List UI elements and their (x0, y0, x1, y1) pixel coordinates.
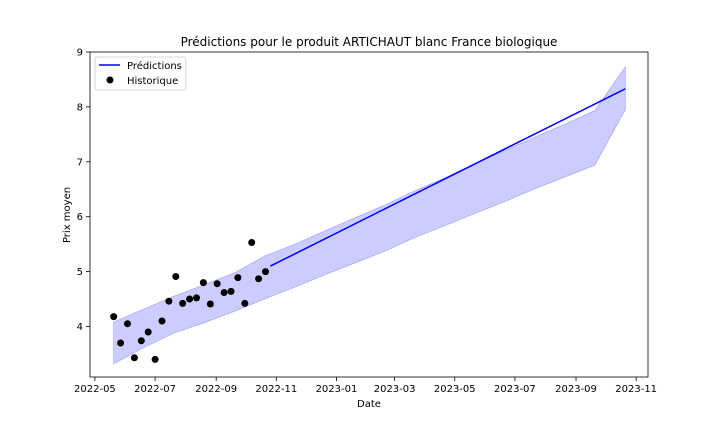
y-tick-label: 9 (77, 48, 83, 59)
historic-point (130, 354, 138, 362)
historic-point (124, 320, 131, 328)
x-tick-label: 2022-09 (195, 384, 237, 395)
x-tick-label: 2022-11 (255, 384, 297, 395)
historic-point (193, 294, 200, 302)
y-tick-label: 7 (77, 157, 83, 168)
x-tick-label: 2023-11 (615, 384, 657, 395)
historic-point (110, 313, 118, 321)
y-tick-label: 4 (77, 322, 83, 333)
legend-historic-label: Historique (127, 76, 178, 87)
historic-point (151, 355, 159, 363)
y-tick-label: 5 (77, 267, 83, 278)
historic-point (117, 339, 125, 347)
x-axis-label: Date (357, 399, 381, 410)
x-tick-label: 2022-07 (134, 384, 176, 395)
historic-point (248, 239, 256, 246)
chart-title: Prédictions pour le produit ARTICHAUT bl… (181, 35, 558, 49)
prediction-line (270, 88, 626, 267)
historic-point (255, 275, 263, 283)
historic-point (137, 337, 145, 345)
x-tick-label: 2023-03 (374, 384, 416, 395)
y-tick-label: 6 (77, 212, 83, 223)
historic-point (241, 299, 249, 307)
y-tick-label: 8 (77, 102, 83, 113)
plot-area (110, 65, 626, 365)
prediction-interval-band (113, 65, 626, 365)
axes-frame (89, 51, 649, 378)
legend: Prédictions Historique (94, 56, 187, 91)
historic-point (186, 295, 194, 303)
historic-point (179, 299, 187, 307)
historic-point (234, 274, 242, 282)
x-axis: 2022-05 2022-07 2022-09 2022-11 2023-01 2023-… (74, 377, 657, 395)
legend-historic-swatch (106, 76, 114, 84)
historic-point (144, 328, 152, 336)
x-tick-label: 2022-05 (74, 384, 116, 395)
historic-point (227, 287, 235, 295)
historic-point (158, 317, 166, 325)
historic-point (262, 268, 269, 276)
legend-prediction-label: Prédictions (127, 60, 182, 72)
historic-point (206, 300, 214, 308)
historic-point (220, 289, 228, 296)
x-tick-label: 2023-01 (316, 384, 358, 395)
x-tick-label: 2023-07 (494, 384, 536, 395)
historic-point (199, 279, 207, 287)
x-tick-label: 2023-05 (434, 384, 476, 395)
y-axis: 4 5 6 7 8 9 (77, 48, 90, 333)
x-tick-label: 2023-09 (555, 384, 597, 395)
historic-point (172, 273, 180, 280)
historic-point (165, 297, 173, 305)
historic-point (213, 280, 221, 288)
y-axis-label: Prix moyen (62, 187, 73, 243)
